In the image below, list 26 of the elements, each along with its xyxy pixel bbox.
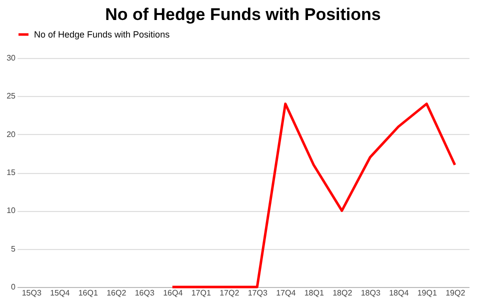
x-tick-label: 18Q3 [360,288,381,298]
x-tick-label: 18Q4 [389,288,410,298]
x-tick-label: 17Q4 [276,288,296,298]
y-tick-label: 0 [11,282,16,292]
x-tick-label: 16Q1 [78,288,98,298]
legend-label: No of Hedge Funds with Positions [34,30,170,40]
x-tick-label: 19Q1 [417,288,438,298]
y-tick-label: 5 [11,244,16,254]
x-tick-label: 18Q1 [304,288,324,298]
x-tick-label: 16Q4 [163,288,184,298]
x-tick-label: 16Q2 [106,288,127,298]
x-tick-label: 17Q2 [220,288,240,298]
line-series [171,102,456,288]
y-tick-label: 30 [6,54,16,62]
x-tick-label: 19Q2 [446,288,466,298]
x-tick-label: 16Q3 [134,288,155,298]
y-tick-label: 15 [6,168,16,177]
y-tick-label: 20 [6,130,16,139]
x-tick-label: 17Q3 [248,288,268,298]
x-tick-label: 18Q2 [332,288,353,298]
y-tick-label: 10 [6,206,16,216]
x-tick-label: 15Q4 [50,288,70,298]
y-tick-label: 25 [6,92,16,101]
x-tick-label: 17Q1 [191,288,212,298]
x-tick-label: 15Q3 [22,288,42,298]
chart-title: No of Hedge Funds with Positions [105,5,381,24]
